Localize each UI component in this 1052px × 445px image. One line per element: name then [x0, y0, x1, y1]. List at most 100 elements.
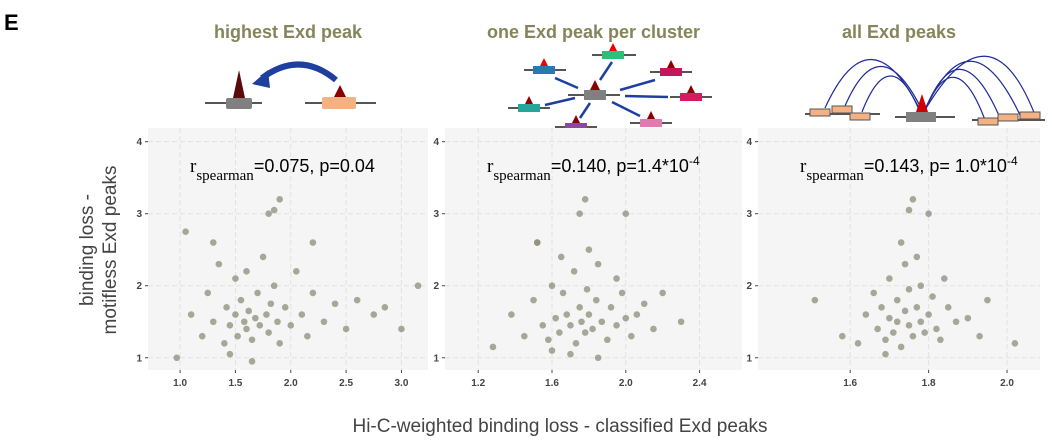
point [905, 322, 913, 329]
point [1011, 340, 1019, 347]
point [263, 311, 270, 318]
point [925, 311, 932, 318]
point [226, 350, 234, 358]
point [944, 304, 952, 311]
annotation-subscript: spearman [806, 168, 864, 184]
point [909, 196, 917, 203]
point [521, 332, 528, 340]
point [594, 354, 602, 362]
point [270, 282, 278, 290]
y-axis-label: motifless Exd peaks [100, 166, 121, 335]
point [276, 196, 283, 203]
point [893, 318, 901, 326]
point [677, 318, 685, 326]
annotation-superscript: -4 [689, 154, 700, 168]
point [414, 282, 422, 290]
panel-label: E [4, 10, 19, 35]
point [548, 347, 556, 354]
point [583, 286, 591, 293]
point [559, 289, 567, 297]
point [556, 329, 563, 336]
point [933, 325, 940, 333]
point [622, 210, 630, 218]
point [640, 300, 648, 308]
point [240, 318, 248, 326]
point [381, 304, 389, 311]
point [209, 239, 217, 246]
point [585, 311, 593, 318]
point [607, 304, 615, 311]
point [256, 322, 264, 329]
point [589, 325, 596, 333]
y-tick-label: 4 [433, 137, 439, 148]
y-tick-label: 4 [136, 137, 142, 148]
y-tick-label: 2 [746, 281, 752, 292]
point [198, 332, 206, 340]
annotation: rspearman=0.143, p= 1.0*10-4 [800, 154, 1018, 184]
point [576, 210, 583, 218]
point [226, 322, 234, 329]
point [870, 289, 878, 297]
x-tick-label: 2.0 [1000, 378, 1014, 389]
point [604, 336, 611, 344]
point [215, 260, 223, 268]
point [342, 325, 350, 333]
point [398, 325, 405, 333]
y-tick-label: 1 [746, 353, 752, 364]
point [270, 206, 278, 214]
point [287, 322, 295, 329]
point [897, 239, 905, 246]
x-tick-label: 2.0 [284, 378, 298, 389]
point [905, 286, 913, 293]
x-tick-label: 1.0 [173, 378, 187, 389]
point [298, 311, 306, 318]
point [585, 246, 593, 254]
point [552, 314, 559, 322]
point [633, 311, 641, 318]
annotation-subscript: spearman [493, 168, 551, 184]
y-tick-label: 3 [433, 209, 439, 220]
point [941, 275, 948, 282]
y-tick-label: 1 [136, 353, 142, 364]
point [173, 354, 181, 362]
point [913, 304, 921, 311]
annotation: rspearman=0.140, p=1.4*10-4 [487, 154, 700, 184]
point [921, 329, 928, 336]
point [913, 253, 921, 261]
point [489, 343, 497, 351]
point [234, 332, 241, 340]
point [598, 318, 606, 326]
x-tick-label: 1.2 [471, 378, 485, 389]
annotation-text: =0.140, p=1.4*10 [551, 156, 689, 176]
plot-background [758, 128, 1040, 370]
point [281, 304, 289, 311]
point [370, 311, 378, 318]
point [581, 196, 589, 203]
chart-title: one Exd peak per cluster [487, 22, 700, 42]
x-tick-label: 1.6 [545, 378, 559, 389]
y-axis-label: binding loss - [77, 194, 98, 306]
y-tick-label: 1 [433, 353, 439, 364]
point [331, 300, 339, 308]
point [592, 296, 600, 304]
point [221, 340, 228, 347]
point [293, 268, 300, 275]
point [613, 322, 620, 329]
point [952, 318, 960, 326]
point [274, 318, 281, 326]
point [567, 350, 574, 358]
point [252, 314, 259, 322]
point [232, 275, 239, 282]
icon-cluster [508, 43, 712, 131]
point [267, 300, 275, 308]
point [839, 332, 846, 340]
annotation-r: r [190, 156, 197, 177]
point [984, 296, 991, 304]
plot-background [148, 128, 428, 370]
point [223, 304, 230, 311]
point [901, 307, 909, 315]
point [882, 350, 889, 358]
point [929, 293, 936, 300]
point [964, 314, 972, 322]
point [925, 210, 932, 218]
